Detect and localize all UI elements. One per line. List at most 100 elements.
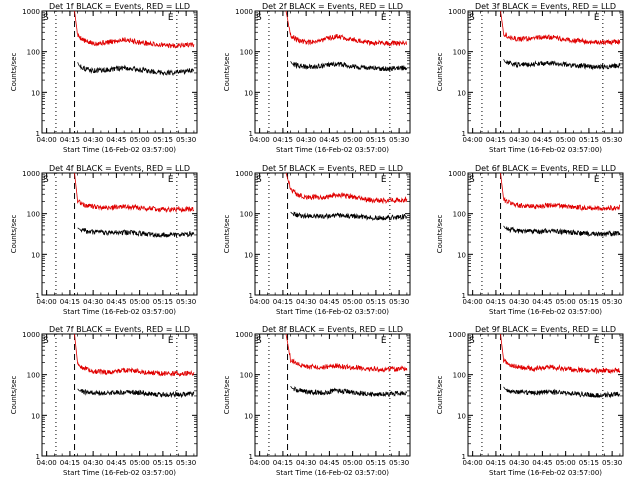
plot-frame	[467, 172, 624, 296]
x-tick-label: 05:15	[579, 136, 599, 144]
x-tick-label: 04:00	[250, 459, 270, 467]
panel-title: Det 8f BLACK = Events, RED = LLD	[262, 325, 403, 334]
x-tick-label: 05:15	[366, 298, 386, 306]
x-tick-label: 04:45	[532, 298, 552, 306]
events-series-line	[290, 385, 408, 398]
y-tick-label: 100	[27, 211, 40, 219]
x-tick-label: 04:15	[60, 136, 80, 144]
y-tick-label: 100	[453, 49, 466, 57]
x-axis-label: Start Time (16-Feb-02 03:57:00)	[489, 146, 602, 154]
panel-title: Det 5f BLACK = Events, RED = LLD	[262, 164, 403, 173]
lld-series-line	[500, 333, 621, 375]
x-tick-label: 04:30	[509, 136, 529, 144]
x-tick-label: 04:30	[83, 136, 103, 144]
y-tick-label: 1	[249, 130, 253, 138]
y-tick-label: 1000	[448, 8, 466, 16]
y-tick-label: 10	[457, 251, 466, 259]
y-tick-label: 100	[27, 49, 40, 57]
x-tick-label: 04:00	[250, 298, 270, 306]
x-tick-label: 05:15	[366, 136, 386, 144]
panel-det-5: Det 5f BLACK = Events, RED = LLD 1 10 100 10…	[223, 164, 411, 316]
x-tick-label: 05:00	[343, 459, 363, 467]
x-tick-label: 04:15	[486, 459, 506, 467]
y-tick-label: 1000	[448, 331, 466, 339]
x-tick-label: 04:15	[60, 459, 80, 467]
x-tick-label: 04:45	[532, 459, 552, 467]
y-axis-label: Counts/sec	[223, 53, 231, 92]
plot-frame	[254, 333, 411, 457]
y-tick-label: 10	[31, 412, 40, 420]
plot-frame	[467, 10, 624, 134]
end-marker-label: E	[594, 175, 600, 185]
x-tick-label: 04:30	[83, 298, 103, 306]
x-tick-label: 04:45	[106, 459, 126, 467]
end-marker-label: E	[168, 13, 174, 23]
y-tick-label: 1000	[235, 331, 253, 339]
y-tick-label: 100	[453, 372, 466, 380]
panel-title: Det 3f BLACK = Events, RED = LLD	[475, 2, 616, 11]
panel-det-7: Det 7f BLACK = Events, RED = LLD 1 10 100 10…	[10, 325, 198, 477]
y-tick-label: 1	[249, 292, 253, 300]
plot-frame	[41, 172, 198, 296]
x-tick-label: 04:00	[37, 136, 57, 144]
lld-series-line	[500, 172, 621, 212]
x-tick-label: 04:30	[296, 298, 316, 306]
x-tick-label: 05:00	[343, 136, 363, 144]
events-series-line	[77, 227, 195, 239]
x-tick-label: 04:45	[106, 298, 126, 306]
x-tick-label: 05:00	[556, 459, 576, 467]
y-tick-label: 10	[457, 89, 466, 97]
start-marker-label: S	[256, 13, 262, 23]
panel-title: Det 9f BLACK = Events, RED = LLD	[475, 325, 616, 334]
events-series-line	[503, 225, 621, 238]
x-axis-label: Start Time (16-Feb-02 03:57:00)	[276, 469, 389, 477]
panel-det-6: Det 6f BLACK = Events, RED = LLD 1 10 100 10…	[436, 164, 624, 316]
x-tick-label: 05:00	[343, 298, 363, 306]
start-marker-label: S	[469, 336, 475, 346]
x-axis-label: Start Time (16-Feb-02 03:57:00)	[276, 146, 389, 154]
y-axis-label: Counts/sec	[436, 53, 444, 92]
y-tick-label: 100	[240, 49, 253, 57]
x-tick-label: 04:00	[37, 298, 57, 306]
events-series-line	[77, 388, 195, 399]
end-marker-label: E	[594, 336, 600, 346]
x-tick-label: 04:00	[463, 136, 483, 144]
x-tick-label: 04:15	[486, 298, 506, 306]
x-tick-label: 04:00	[463, 298, 483, 306]
plot-frame	[41, 333, 198, 457]
x-tick-label: 05:15	[366, 459, 386, 467]
y-tick-label: 1000	[235, 170, 253, 178]
x-tick-label: 04:45	[319, 136, 339, 144]
start-marker-label: S	[43, 13, 49, 23]
start-marker-label: S	[256, 175, 262, 185]
x-tick-label: 04:15	[273, 136, 293, 144]
x-axis-label: Start Time (16-Feb-02 03:57:00)	[63, 308, 176, 316]
y-tick-label: 1000	[235, 8, 253, 16]
plot-frame	[41, 10, 198, 134]
start-marker-label: S	[256, 336, 262, 346]
x-tick-label: 04:45	[106, 136, 126, 144]
x-tick-label: 04:15	[273, 298, 293, 306]
y-axis-label: Counts/sec	[436, 376, 444, 415]
end-marker-label: E	[168, 175, 174, 185]
x-axis-label: Start Time (16-Feb-02 03:57:00)	[489, 469, 602, 477]
panel-det-4: Det 4f BLACK = Events, RED = LLD 1 10 100 10…	[10, 164, 198, 316]
y-tick-label: 1000	[22, 331, 40, 339]
y-tick-label: 10	[244, 89, 253, 97]
y-tick-label: 100	[240, 211, 253, 219]
x-tick-label: 05:30	[176, 459, 196, 467]
end-marker-label: E	[381, 175, 387, 185]
panel-det-8: Det 8f BLACK = Events, RED = LLD 1 10 100 10…	[223, 325, 411, 477]
y-tick-label: 10	[31, 89, 40, 97]
y-tick-label: 1	[462, 130, 466, 138]
start-marker-label: S	[43, 175, 49, 185]
x-tick-label: 05:00	[130, 459, 150, 467]
x-tick-label: 04:45	[319, 298, 339, 306]
y-tick-label: 100	[27, 372, 40, 380]
lld-series-line	[74, 10, 195, 49]
lld-series-line	[285, 333, 408, 373]
lld-series-line	[285, 172, 408, 205]
x-axis-label: Start Time (16-Feb-02 03:57:00)	[276, 308, 389, 316]
lld-series-line	[74, 172, 195, 214]
x-tick-label: 05:15	[153, 136, 173, 144]
